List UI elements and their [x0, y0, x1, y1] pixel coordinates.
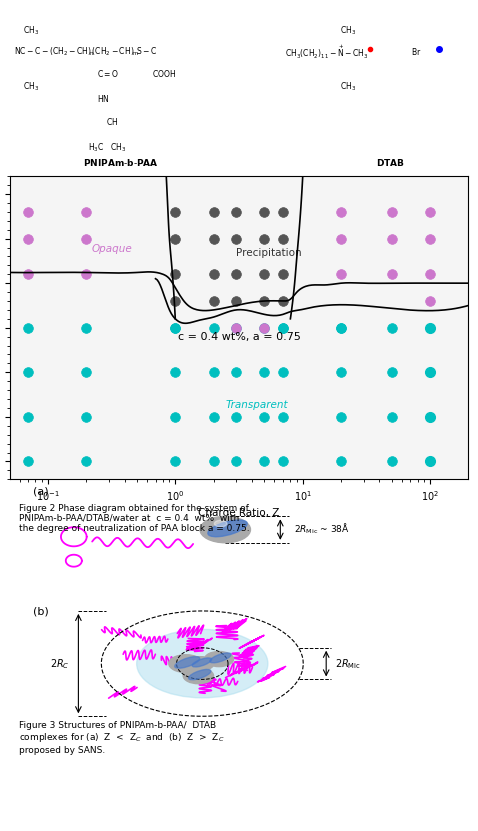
Circle shape — [169, 655, 203, 672]
Text: $\mathrm{Br}$: $\mathrm{Br}$ — [411, 47, 422, 57]
Text: $\mathrm{CH_3}$: $\mathrm{CH_3}$ — [23, 81, 40, 93]
Text: $\mathrm{COOH}$: $\mathrm{COOH}$ — [152, 67, 176, 79]
Ellipse shape — [188, 670, 211, 680]
Text: $2R_{\mathrm{Mic}}$ ~ 38Å: $2R_{\mathrm{Mic}}$ ~ 38Å — [294, 521, 350, 536]
Text: (a): (a) — [33, 486, 48, 496]
Ellipse shape — [174, 656, 200, 668]
Ellipse shape — [210, 653, 231, 663]
Text: Figure 2 Phase diagram obtained for the system of
PNIPAm-b-PAA/DTAB/water at  c : Figure 2 Phase diagram obtained for the … — [19, 504, 250, 534]
Text: $\mathrm{NC-C-\left(CH_2-CH\right)_{\!n}\!\left(CH_2-CH\right)_{\!m}\!S-C}$: $\mathrm{NC-C-\left(CH_2-CH\right)_{\!n}… — [14, 46, 158, 58]
Text: $2R_C$: $2R_C$ — [50, 656, 69, 671]
X-axis label: Charge Ratio, Z: Charge Ratio, Z — [198, 509, 280, 519]
Text: $\mathrm{C=O}$: $\mathrm{C=O}$ — [97, 67, 119, 79]
Circle shape — [214, 520, 227, 527]
Text: $\mathbf{DTAB}$: $\mathbf{DTAB}$ — [376, 157, 405, 168]
Text: $\mathrm{CH_3}$: $\mathrm{CH_3}$ — [340, 25, 356, 37]
Text: Precipitation: Precipitation — [236, 248, 302, 258]
Text: $\mathrm{CH_3(CH_2)_{11}-\overset{+}{N}-CH_3}$: $\mathrm{CH_3(CH_2)_{11}-\overset{+}{N}-… — [285, 42, 368, 61]
Text: Transparent: Transparent — [226, 400, 289, 410]
Text: Opaque: Opaque — [91, 244, 132, 254]
Text: (b): (b) — [33, 606, 48, 616]
Circle shape — [200, 516, 250, 543]
Text: Figure 3 Structures of PNIPAm-b-PAA/  DTAB
complexes for (a)  Z  <  Z$_C$  and  : Figure 3 Structures of PNIPAm-b-PAA/ DTA… — [19, 720, 224, 755]
Text: $\mathrm{CH}$: $\mathrm{CH}$ — [106, 116, 118, 126]
Circle shape — [137, 629, 268, 698]
Text: $2R_{\mathrm{Mic}}$: $2R_{\mathrm{Mic}}$ — [336, 656, 361, 671]
Circle shape — [183, 668, 214, 684]
Text: $\mathrm{HN}$: $\mathrm{HN}$ — [97, 93, 109, 104]
Circle shape — [205, 652, 234, 666]
Text: $\mathrm{CH_3}$: $\mathrm{CH_3}$ — [340, 81, 356, 93]
Text: $\mathrm{CH_3}$: $\mathrm{CH_3}$ — [23, 25, 40, 37]
Text: $\mathrm{H_3C \quad CH_3}$: $\mathrm{H_3C \quad CH_3}$ — [87, 141, 126, 154]
Ellipse shape — [208, 520, 247, 537]
Text: $\mathbf{PNIPAm\text{-}b\text{-}PAA}$: $\mathbf{PNIPAm\text{-}b\text{-}PAA}$ — [83, 157, 159, 168]
Text: c = 0.4 wt%, a = 0.75: c = 0.4 wt%, a = 0.75 — [177, 332, 301, 342]
Text: Figure 1 Chemical structures of PNIPAm-b-PAA and DTAB.: Figure 1 Chemical structures of PNIPAm-b… — [110, 189, 368, 198]
Circle shape — [187, 656, 214, 671]
Ellipse shape — [192, 658, 212, 667]
